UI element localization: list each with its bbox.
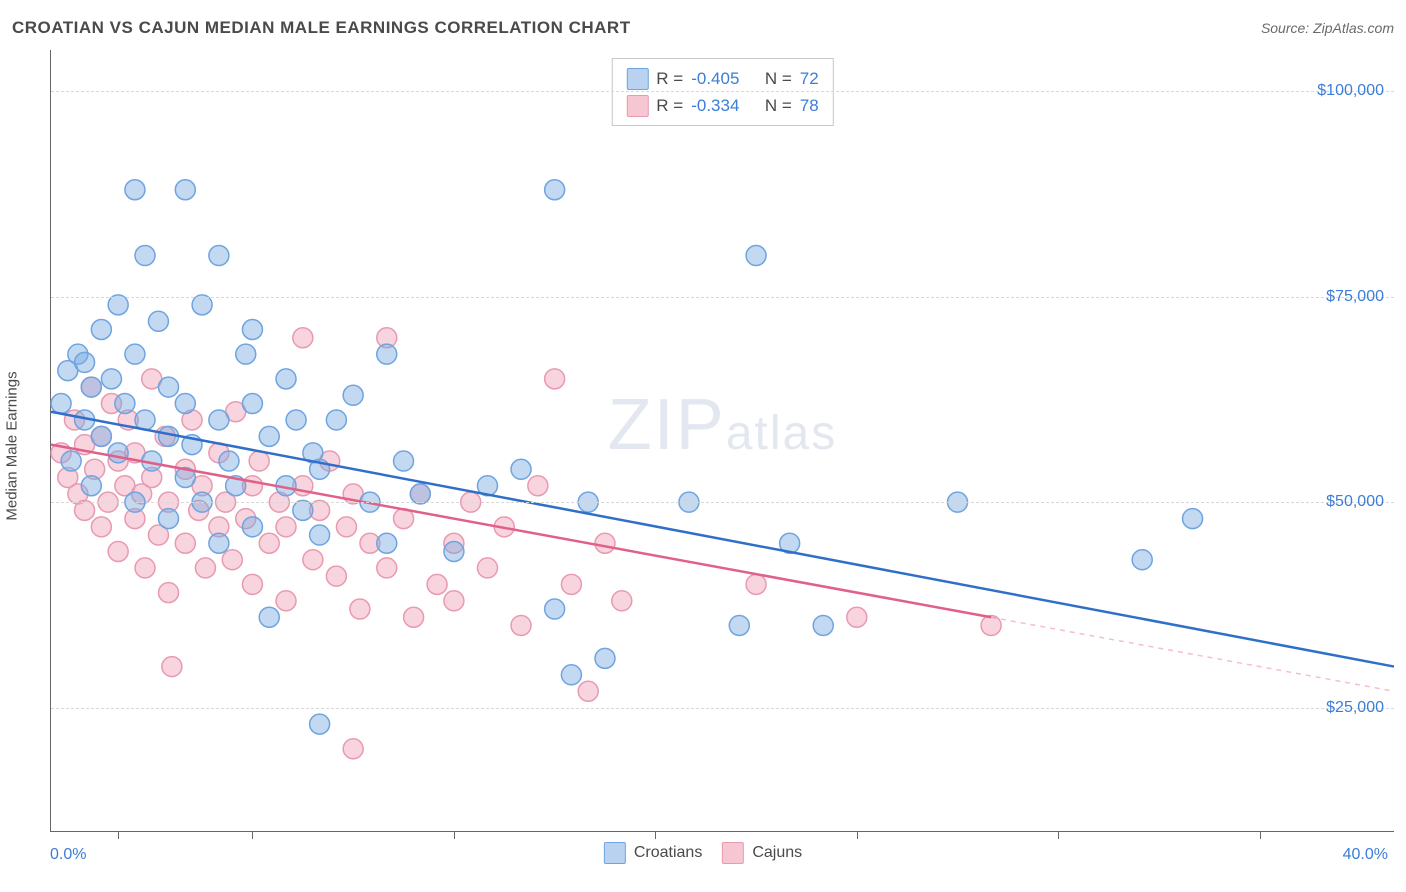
y-tick-label: $100,000 xyxy=(1317,82,1384,100)
chart-title: CROATIAN VS CAJUN MEDIAN MALE EARNINGS C… xyxy=(12,18,631,38)
y-tick-label: $25,000 xyxy=(1326,699,1384,717)
x-axis-min-label: 0.0% xyxy=(50,846,86,864)
title-bar: CROATIAN VS CAJUN MEDIAN MALE EARNINGS C… xyxy=(12,18,1394,38)
legend-series: Croatians Cajuns xyxy=(604,842,802,864)
legend-label: Croatians xyxy=(634,844,702,862)
legend-item-croatians: Croatians xyxy=(604,842,702,864)
x-axis-max-label: 40.0% xyxy=(1343,846,1388,864)
swatch-croatians xyxy=(604,842,626,864)
chart-container: CROATIAN VS CAJUN MEDIAN MALE EARNINGS C… xyxy=(0,0,1406,892)
legend-label: Cajuns xyxy=(752,844,802,862)
legend-item-cajuns: Cajuns xyxy=(722,842,802,864)
y-axis-title: Median Male Earnings xyxy=(4,371,21,520)
swatch-cajuns xyxy=(722,842,744,864)
y-tick-label: $75,000 xyxy=(1326,288,1384,306)
chart-source: Source: ZipAtlas.com xyxy=(1261,20,1394,36)
plot-area: ZIPatlas R = -0.405 N = 72 R = -0.334 N … xyxy=(50,50,1394,832)
y-tick-label: $50,000 xyxy=(1326,493,1384,511)
plot-svg xyxy=(51,50,1394,831)
